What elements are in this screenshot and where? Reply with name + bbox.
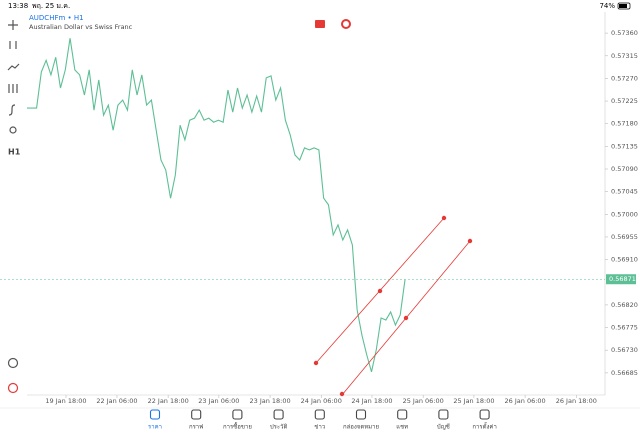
nav-label[interactable]: ข่าว <box>314 424 325 431</box>
channel-handle[interactable] <box>467 238 473 244</box>
x-tick-label: 25 Jan 18:00 <box>453 397 494 405</box>
x-tick-label: 19 Jan 18:00 <box>45 397 86 405</box>
zoom-tool[interactable] <box>7 357 19 369</box>
y-tick-label: 0.57180 <box>611 120 638 128</box>
y-tick-label: 0.57000 <box>611 210 638 218</box>
crosshair-tool[interactable] <box>8 20 18 30</box>
nav-icon[interactable] <box>314 409 325 420</box>
y-tick-label: 0.56955 <box>611 233 638 241</box>
nav-label[interactable]: บัญชี <box>437 423 450 431</box>
x-tick-label: 22 Jan 06:00 <box>96 397 137 405</box>
current-price-label: 0.56871 <box>609 275 636 283</box>
nav-icon[interactable] <box>149 409 161 420</box>
y-tick-label: 0.57270 <box>611 74 638 82</box>
x-tick-label: 26 Jan 06:00 <box>505 397 546 405</box>
settings-tool[interactable] <box>8 84 18 93</box>
channel-handle[interactable] <box>377 288 383 294</box>
status-date: พฤ. 25 ม.ค. <box>32 2 70 10</box>
y-tick-label: 0.57315 <box>611 52 638 60</box>
nav-label[interactable]: กราฟ <box>189 424 203 431</box>
order-button[interactable] <box>341 19 351 29</box>
y-tick-label: 0.56910 <box>611 256 638 264</box>
x-tick-label: 24 Jan 18:00 <box>351 397 392 405</box>
channel-handle[interactable] <box>339 391 345 397</box>
nav-label[interactable]: กล่องจดหมาย <box>343 424 379 431</box>
nav-label[interactable]: การซื้อขาย <box>223 421 252 431</box>
x-tick-label: 24 Jan 06:00 <box>301 397 342 405</box>
nav-label[interactable]: ประวัติ <box>270 424 288 431</box>
x-tick-label: 23 Jan 06:00 <box>198 397 239 405</box>
objects-tool[interactable] <box>9 126 17 134</box>
current-price-box <box>606 274 636 285</box>
status-time: 13:38 <box>8 2 28 10</box>
chart-type-tool[interactable] <box>9 41 17 49</box>
y-tick-label: 0.57135 <box>611 142 638 150</box>
channel-handle[interactable] <box>441 215 447 221</box>
y-tick-label: 0.56730 <box>611 346 638 354</box>
channel[interactable] <box>313 215 473 397</box>
nav-label[interactable]: การตั้งค่า <box>472 421 496 431</box>
symbol-name[interactable]: AUDCHFm • H1 <box>29 14 84 22</box>
channel-handle[interactable] <box>313 360 319 366</box>
battery-text: 74% <box>599 2 615 10</box>
battery-level <box>619 4 627 8</box>
left-toolbar <box>7 20 20 394</box>
plot <box>27 38 406 372</box>
nav-icon[interactable] <box>232 409 243 420</box>
y-tick-label: 0.56775 <box>611 324 638 332</box>
y-tick-label: 0.57225 <box>611 97 638 105</box>
y-tick-label: 0.57360 <box>611 29 638 37</box>
battery-icon <box>617 2 631 10</box>
function-tool[interactable] <box>8 104 16 116</box>
bottom-nav: ราคา กราฟ การซื้อขาย ประวัติ ข่าว กล่องจดหมาย… <box>148 409 497 431</box>
nav-icon[interactable] <box>479 409 490 420</box>
nav-icon[interactable] <box>355 409 367 420</box>
y-tick-label: 0.57090 <box>611 165 638 173</box>
y-tick-label: 0.57045 <box>611 188 638 196</box>
nav-icon[interactable] <box>438 409 449 420</box>
x-tick-label: 26 Jan 18:00 <box>556 397 597 405</box>
price-line <box>27 38 406 372</box>
nav-icon[interactable] <box>397 409 408 420</box>
channel-handle[interactable] <box>403 315 409 321</box>
x-tick-label: 22 Jan 18:00 <box>148 397 189 405</box>
trade-tool[interactable] <box>7 382 19 394</box>
indicators-tool[interactable] <box>7 63 20 71</box>
nav-label[interactable]: ราคา <box>148 424 162 431</box>
x-tick-label: 25 Jan 06:00 <box>403 397 444 405</box>
symbol-description: Australian Dollar vs Swiss Franc <box>29 23 133 31</box>
y-tick-label: 0.56820 <box>611 301 638 309</box>
timeframe[interactable]: H1 <box>8 148 21 157</box>
nav-icon[interactable] <box>191 409 202 420</box>
x-tick-label: 23 Jan 18:00 <box>249 397 290 405</box>
nav-label[interactable]: แชท <box>396 424 408 431</box>
y-tick-label: 0.56685 <box>611 369 638 377</box>
nav-icon[interactable] <box>273 409 284 420</box>
sell-button[interactable] <box>315 20 325 28</box>
